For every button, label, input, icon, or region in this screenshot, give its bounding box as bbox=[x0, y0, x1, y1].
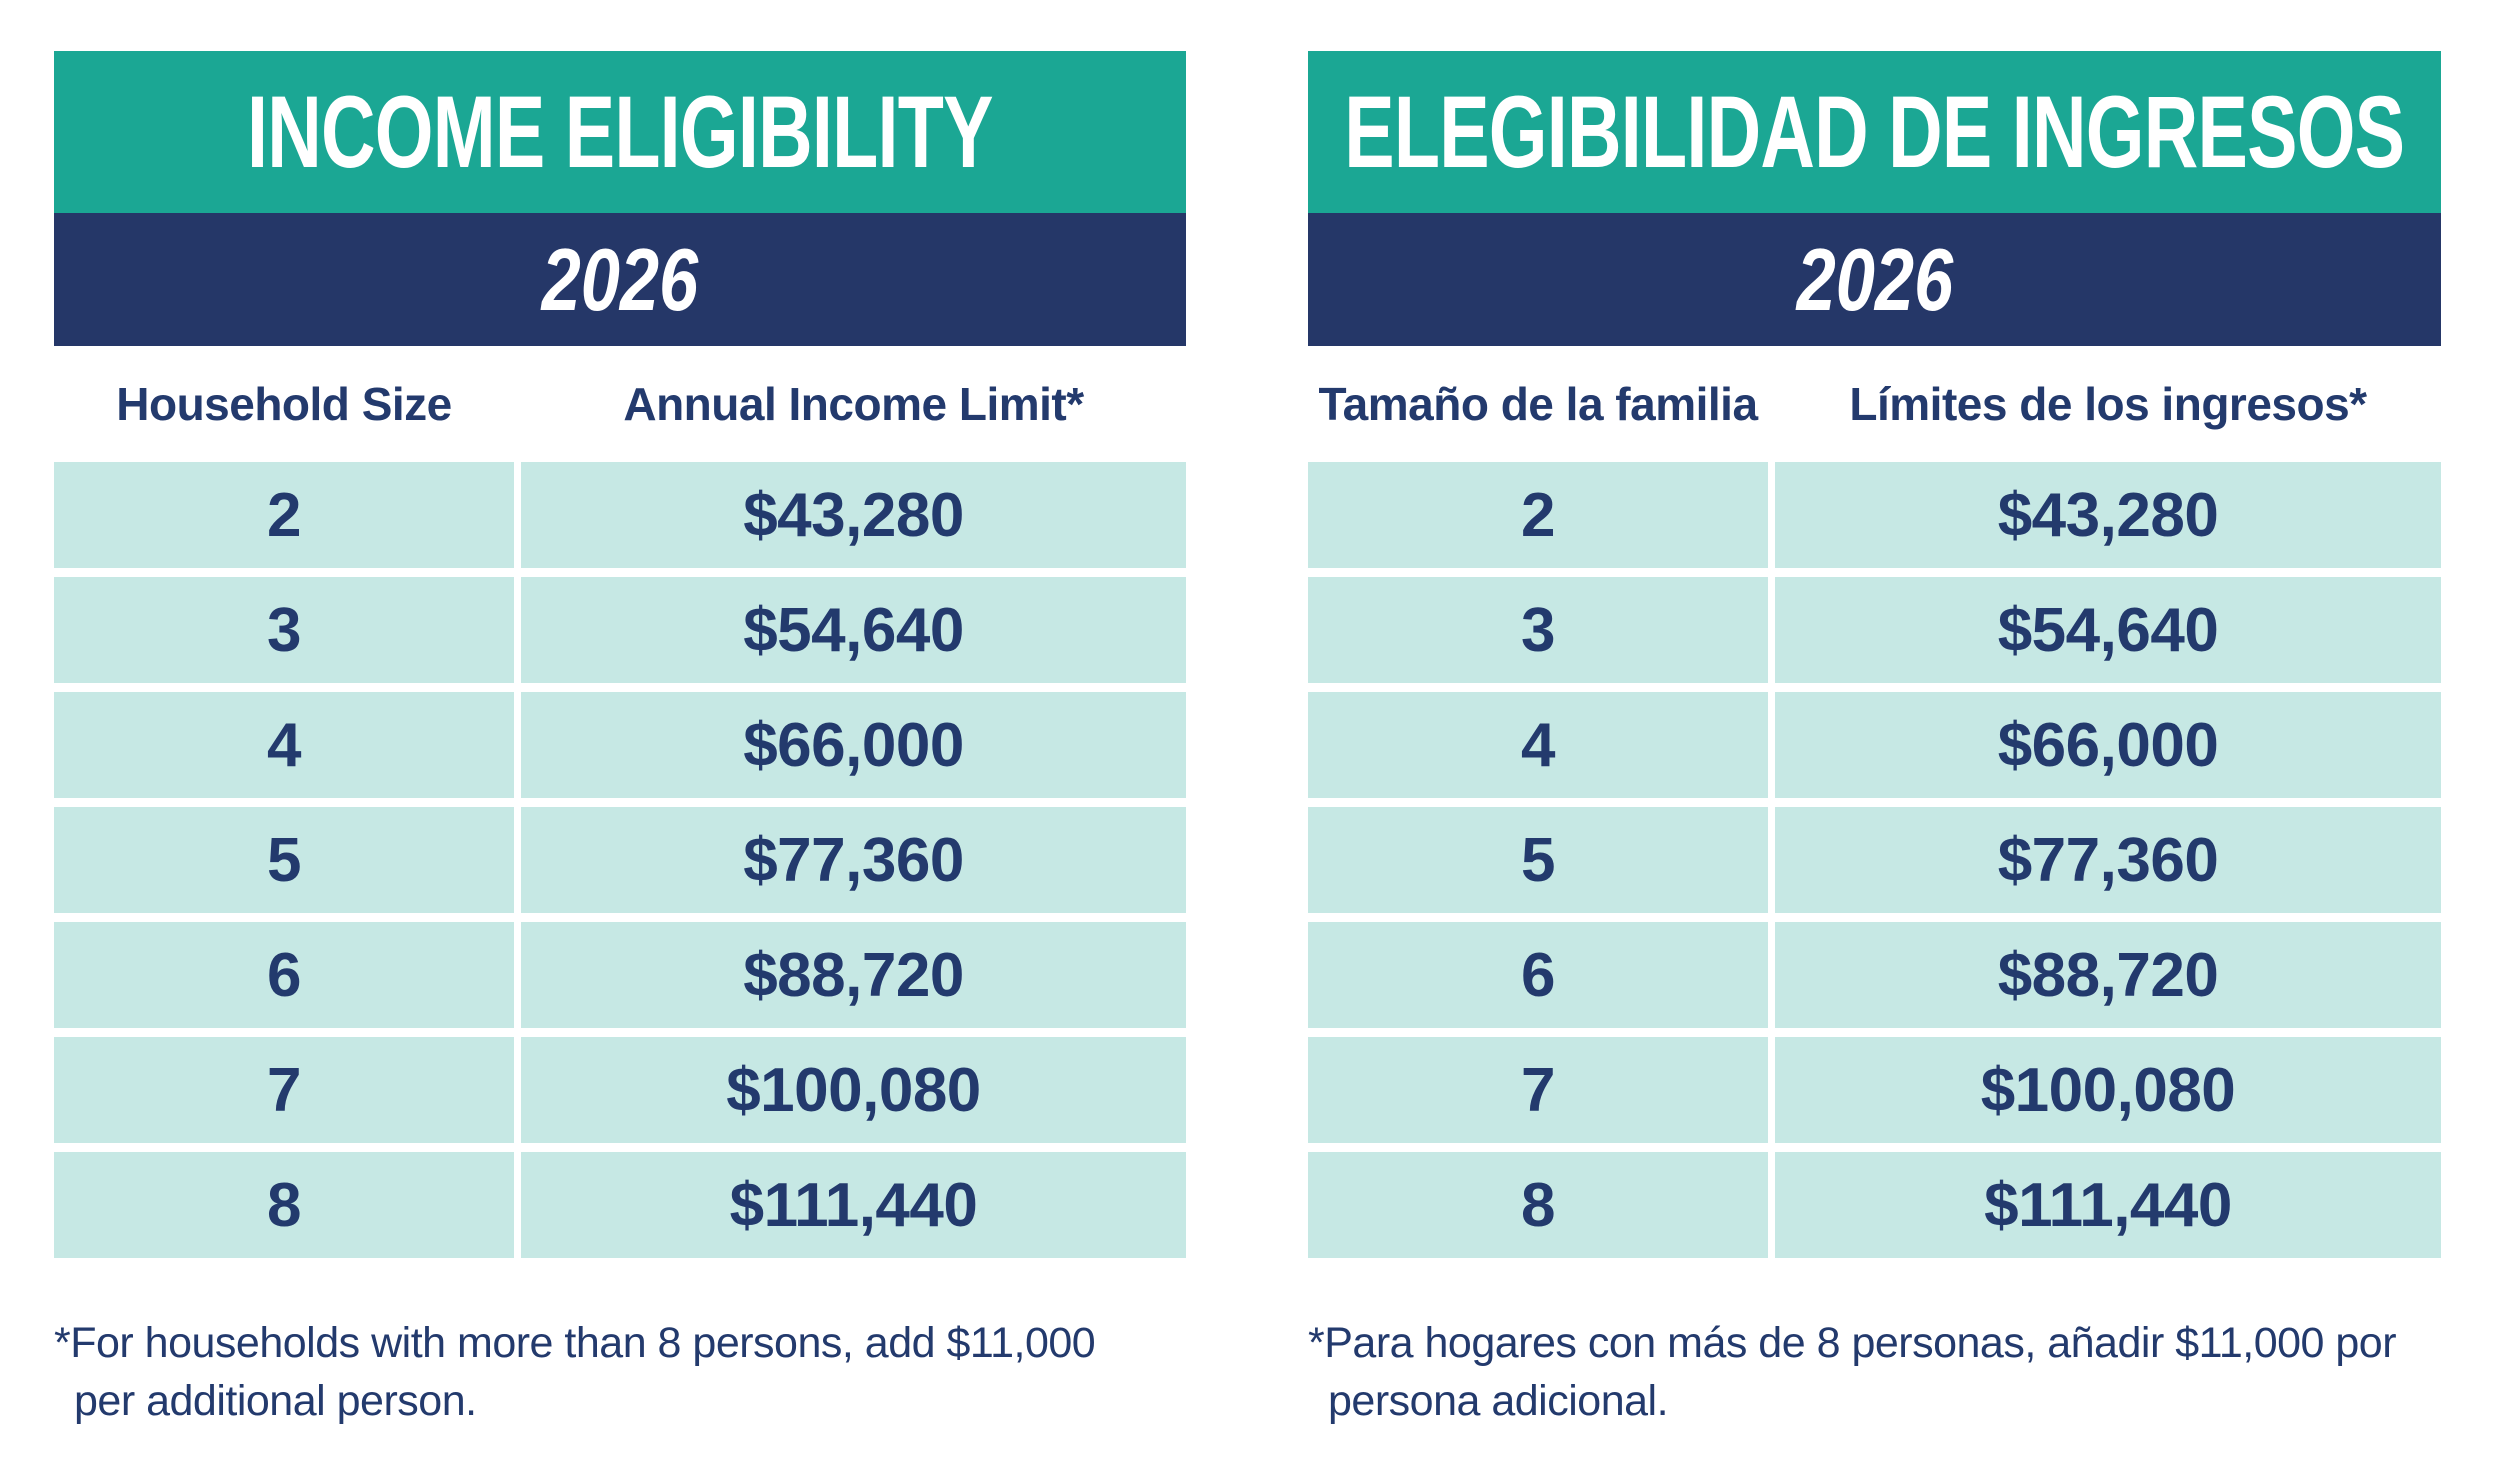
table-year-es: 2026 bbox=[1796, 229, 1953, 329]
income-limit-cell: $54,640 bbox=[1775, 577, 2441, 683]
income-limit-cell: $111,440 bbox=[1775, 1152, 2441, 1258]
household-size-cell: 4 bbox=[1308, 692, 1768, 798]
income-limit-cell: $88,720 bbox=[1775, 922, 2441, 1028]
household-size-cell: 6 bbox=[1308, 922, 1768, 1028]
table-row: 5 $77,360 bbox=[54, 807, 1186, 913]
column-headers-en: Household Size Annual Income Limit* bbox=[54, 346, 1186, 462]
table-row: 8 $111,440 bbox=[1308, 1152, 2441, 1258]
title-band-es: ELEGIBILIDAD DE INGRESOS bbox=[1308, 51, 2441, 213]
income-limit-cell: $43,280 bbox=[1775, 462, 2441, 568]
table-row: 3 $54,640 bbox=[1308, 577, 2441, 683]
footnote-line-2: persona adicional. bbox=[1328, 1377, 1669, 1425]
income-limit-cell: $66,000 bbox=[1775, 692, 2441, 798]
title-band-en: INCOME ELIGIBILITY bbox=[54, 51, 1186, 213]
household-size-cell: 2 bbox=[54, 462, 514, 568]
household-size-cell: 6 bbox=[54, 922, 514, 1028]
table-row: 7 $100,080 bbox=[54, 1037, 1186, 1143]
income-limit-cell: $43,280 bbox=[521, 462, 1186, 568]
table-row: 6 $88,720 bbox=[54, 922, 1186, 1028]
table-row: 5 $77,360 bbox=[1308, 807, 2441, 913]
household-size-cell: 5 bbox=[54, 807, 514, 913]
household-size-cell: 3 bbox=[1308, 577, 1768, 683]
household-size-cell: 2 bbox=[1308, 462, 1768, 568]
table-year-en: 2026 bbox=[541, 229, 699, 329]
household-size-cell: 4 bbox=[54, 692, 514, 798]
income-limit-cell: $111,440 bbox=[521, 1152, 1186, 1258]
household-size-cell: 8 bbox=[54, 1152, 514, 1258]
table-row: 6 $88,720 bbox=[1308, 922, 2441, 1028]
income-limit-cell: $77,360 bbox=[521, 807, 1186, 913]
income-limit-cell: $77,360 bbox=[1775, 807, 2441, 913]
column-headers-es: Tamaño de la familia Límites de los ingr… bbox=[1308, 346, 2441, 462]
income-limit-cell: $100,080 bbox=[1775, 1037, 2441, 1143]
household-size-cell: 8 bbox=[1308, 1152, 1768, 1258]
income-limit-cell: $66,000 bbox=[521, 692, 1186, 798]
household-size-cell: 5 bbox=[1308, 807, 1768, 913]
column-header-tamano-familia: Tamaño de la familia bbox=[1318, 378, 1758, 430]
column-header-annual-income-limit: Annual Income Limit* bbox=[623, 378, 1084, 430]
household-size-cell: 3 bbox=[54, 577, 514, 683]
table-rows-en: 2 $43,280 3 $54,640 4 $66,000 5 $77,360 … bbox=[54, 462, 1186, 1258]
income-limit-cell: $100,080 bbox=[521, 1037, 1186, 1143]
footnote-line-1: *Para hogares con más de 8 personas, aña… bbox=[1308, 1319, 2397, 1367]
table-row: 8 $111,440 bbox=[54, 1152, 1186, 1258]
income-eligibility-table-en: INCOME ELIGIBILITY 2026 Household Size A… bbox=[54, 51, 1186, 1430]
household-size-cell: 7 bbox=[1308, 1037, 1768, 1143]
footnote-en: *For households with more than 8 persons… bbox=[54, 1314, 1186, 1430]
year-band-en: 2026 bbox=[54, 213, 1186, 346]
income-limit-cell: $88,720 bbox=[521, 922, 1186, 1028]
table-row: 4 $66,000 bbox=[1308, 692, 2441, 798]
table-title-es: ELEGIBILIDAD DE INGRESOS bbox=[1344, 74, 2405, 189]
income-limit-cell: $54,640 bbox=[521, 577, 1186, 683]
footnote-line-1: *For households with more than 8 persons… bbox=[54, 1319, 1096, 1367]
column-header-limites-ingresos: Límites de los ingresos* bbox=[1849, 378, 2367, 430]
footnote-es: *Para hogares con más de 8 personas, aña… bbox=[1308, 1314, 2441, 1430]
table-row: 7 $100,080 bbox=[1308, 1037, 2441, 1143]
column-header-household-size: Household Size bbox=[116, 378, 452, 430]
table-row: 2 $43,280 bbox=[1308, 462, 2441, 568]
table-rows-es: 2 $43,280 3 $54,640 4 $66,000 5 $77,360 … bbox=[1308, 462, 2441, 1258]
footnote-line-2: per additional person. bbox=[74, 1377, 477, 1425]
table-row: 2 $43,280 bbox=[54, 462, 1186, 568]
table-row: 4 $66,000 bbox=[54, 692, 1186, 798]
income-eligibility-table-es: ELEGIBILIDAD DE INGRESOS 2026 Tamaño de … bbox=[1308, 51, 2441, 1430]
year-band-es: 2026 bbox=[1308, 213, 2441, 346]
table-title-en: INCOME ELIGIBILITY bbox=[247, 74, 993, 189]
table-row: 3 $54,640 bbox=[54, 577, 1186, 683]
household-size-cell: 7 bbox=[54, 1037, 514, 1143]
